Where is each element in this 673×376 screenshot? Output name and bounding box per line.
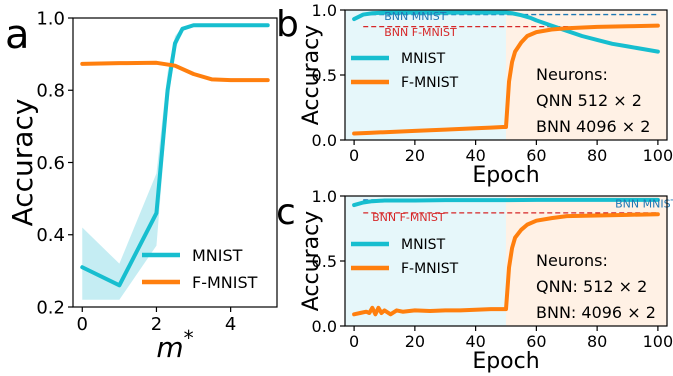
legend-label-c-1: F-MNIST <box>401 261 459 277</box>
plot-area-c <box>345 196 667 326</box>
x-tick-label-c-2: 40 <box>465 332 485 351</box>
x-tick-label-c-1: 20 <box>405 332 425 351</box>
series-line-c-mnist <box>352 197 660 208</box>
ref-line-label-b-1: BNN F-MNIST <box>384 26 457 39</box>
plot-area-a <box>80 23 270 300</box>
x-axis-label-c: Epoch <box>472 349 539 374</box>
y-tick-label-c-2: 1.0 <box>312 187 337 206</box>
y-tick-label-a-3: 0.8 <box>36 81 65 102</box>
y-axis-label-b: Accuracy <box>299 25 324 125</box>
x-tick-label-b-3: 60 <box>526 146 546 165</box>
shade-region-qnn-b <box>345 10 506 140</box>
neurons-note-b-0: Neurons: <box>536 65 608 84</box>
x-tick-label-c-3: 60 <box>526 332 546 351</box>
neurons-note-b-1: QNN 512 × 2 <box>536 91 642 110</box>
legend-label-a-0: MNIST <box>192 246 243 265</box>
y-tick-label-a-0: 0.2 <box>36 297 65 318</box>
y-tick-label-a-1: 0.4 <box>36 225 65 246</box>
y-tick-label-b-0: 0.0 <box>312 131 337 150</box>
y-tick-label-a-2: 0.6 <box>36 153 65 174</box>
x-tick-label-b-5: 100 <box>643 146 673 165</box>
neurons-note-b-2: BNN 4096 × 2 <box>536 117 650 136</box>
series-line-b-f-mnist <box>352 23 660 136</box>
x-tick-label-c-0: 0 <box>349 332 359 351</box>
neurons-note-c-1: QNN: 512 × 2 <box>536 277 647 296</box>
panel-b: BNN MNIST BNN F-MNIST 0 20 40 60 80 100 0.0 0.5 1.… <box>299 1 673 188</box>
series-line-b-mnist <box>352 10 660 54</box>
x-tick-label-b-4: 80 <box>587 146 607 165</box>
x-tick-label-c-4: 80 <box>587 332 607 351</box>
ref-line-label-c-0: BNN MNIST <box>615 197 673 210</box>
x-tick-label-c-5: 100 <box>643 332 673 351</box>
y-tick-label-a-4: 1.0 <box>36 8 65 29</box>
shade-region-qnn-c <box>345 196 506 326</box>
legend-label-a-1: F-MNIST <box>192 273 258 292</box>
x-tick-label-a-0: 0 <box>77 314 88 335</box>
band-a-mnist <box>82 25 268 300</box>
series-line-a-mnist <box>80 23 270 288</box>
legend-label-b-0: MNIST <box>401 51 446 67</box>
series-line-c-f-mnist <box>352 212 660 317</box>
x-tick-label-b-1: 20 <box>405 146 425 165</box>
panel-a: 0 2 4 0.2 0.4 0.6 0.8 1.0 m* Accuracy MNIST F-MNIST <box>6 8 278 364</box>
panel-letter-a: a <box>5 12 30 58</box>
neurons-note-c-0: Neurons: <box>536 251 608 270</box>
x-tick-label-a-1: 2 <box>151 314 162 335</box>
series-line-a-f-mnist <box>80 60 270 83</box>
y-tick-label-b-2: 1.0 <box>312 1 337 20</box>
y-axis-label-a: Accuracy <box>6 99 39 227</box>
y-tick-label-b-1: 0.5 <box>312 66 337 85</box>
x-axis-label-b: Epoch <box>472 163 539 188</box>
neurons-note-c-2: BNN: 4096 × 2 <box>536 303 656 322</box>
plot-area-b <box>345 10 667 140</box>
ref-line-label-c-1: BNN F-MNIST <box>372 211 445 224</box>
x-tick-label-b-2: 40 <box>465 146 485 165</box>
x-tick-label-b-0: 0 <box>349 146 359 165</box>
ref-line-label-b-0: BNN MNIST <box>384 10 446 23</box>
x-tick-label-a-2: 4 <box>225 314 236 335</box>
panel-letter-c: c <box>276 192 296 233</box>
legend-label-c-0: MNIST <box>401 237 446 253</box>
y-tick-label-c-0: 0.0 <box>312 317 337 336</box>
y-axis-label-c: Accuracy <box>299 211 324 311</box>
panel-c: BNN MNIST BNN F-MNIST 0 20 40 60 80 100 0.0 0.5 1.… <box>299 187 673 374</box>
x-axis-label-a: m* <box>156 326 193 364</box>
legend-label-b-1: F-MNIST <box>401 75 459 91</box>
y-tick-label-c-1: 0.5 <box>312 252 337 271</box>
panel-letter-b: b <box>276 4 299 45</box>
